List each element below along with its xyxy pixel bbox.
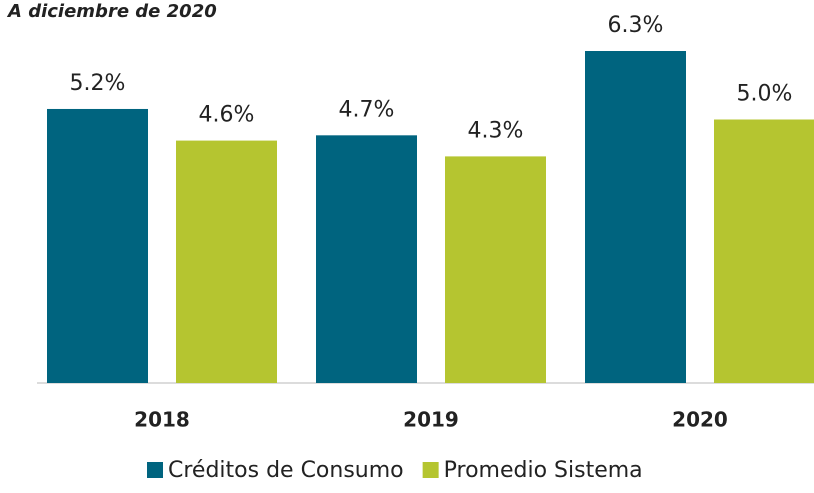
value-label: 5.2% — [70, 71, 126, 96]
chart-subtitle: A diciembre de 2020 — [6, 1, 217, 22]
bar — [714, 119, 814, 383]
bar — [47, 108, 148, 383]
value-label: 5.0% — [737, 82, 793, 107]
legend-label: Créditos de Consumo — [168, 458, 404, 483]
bar — [316, 135, 417, 383]
bar — [176, 140, 277, 383]
bar — [585, 51, 686, 383]
x-tick-label: 2019 — [403, 408, 459, 432]
x-tick-label: 2018 — [134, 408, 190, 432]
value-label: 6.3% — [608, 13, 664, 38]
bar — [445, 156, 546, 383]
value-label: 4.3% — [468, 118, 524, 143]
value-label: 4.7% — [339, 97, 395, 122]
x-tick-label: 2020 — [672, 408, 728, 432]
legend-swatch — [147, 462, 163, 478]
legend-swatch — [422, 462, 439, 478]
value-label: 4.6% — [199, 103, 255, 128]
legend-label: Promedio Sistema — [444, 458, 643, 483]
